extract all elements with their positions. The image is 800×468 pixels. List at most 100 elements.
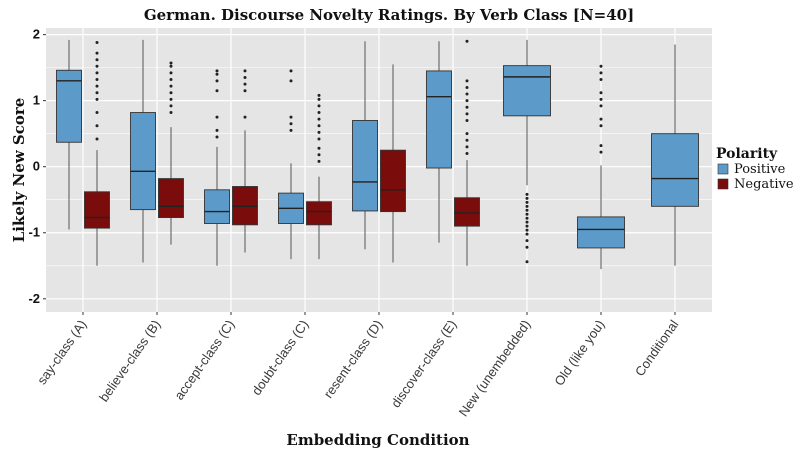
negative-box bbox=[454, 197, 480, 227]
negative-outlier-point bbox=[465, 151, 469, 155]
negative-outlier-point bbox=[243, 69, 247, 73]
positive-outlier-point bbox=[525, 196, 529, 200]
positive-outlier-point bbox=[599, 150, 603, 154]
legend-title: Polarity bbox=[716, 146, 778, 162]
negative-outlier-point bbox=[317, 117, 321, 121]
x-tick-label: New (unembedded) bbox=[456, 317, 534, 419]
negative-outlier-point bbox=[317, 130, 321, 134]
negative-outlier-point bbox=[169, 84, 173, 88]
positive-outlier-point bbox=[599, 91, 603, 95]
positive-box bbox=[130, 112, 156, 211]
negative-outlier-point bbox=[465, 112, 469, 116]
box-series bbox=[56, 39, 699, 270]
positive-outlier-point bbox=[289, 79, 293, 83]
negative-outlier-point bbox=[465, 105, 469, 109]
negative-outlier-point bbox=[465, 99, 469, 103]
x-tick-label: Conditional bbox=[632, 317, 682, 379]
negative-outlier-point bbox=[169, 71, 173, 75]
negative-outlier-point bbox=[317, 153, 321, 157]
positive-outlier-point bbox=[599, 144, 603, 148]
positive-outlier-point bbox=[525, 216, 529, 220]
x-tick-label: say-class (A) bbox=[34, 317, 89, 387]
negative-outlier-point bbox=[317, 124, 321, 128]
negative-outlier-point bbox=[95, 41, 99, 45]
negative-outlier-point bbox=[465, 85, 469, 89]
positive-outlier-point bbox=[599, 124, 603, 128]
negative-outlier-point bbox=[465, 138, 469, 142]
negative-outlier-point bbox=[465, 39, 469, 43]
negative-outlier-point bbox=[243, 76, 247, 80]
negative-outlier-point bbox=[95, 64, 99, 68]
positive-outlier-point bbox=[525, 204, 529, 208]
positive-outlier-point bbox=[599, 71, 603, 75]
positive-outlier-point bbox=[599, 104, 603, 108]
x-tick-label: discover-class (E) bbox=[388, 317, 460, 410]
positive-outlier-point bbox=[289, 115, 293, 119]
positive-outlier-point bbox=[215, 89, 219, 93]
y-tick-label: 1 bbox=[33, 93, 40, 108]
positive-outlier-point bbox=[525, 208, 529, 212]
x-tick-label: Old (like you) bbox=[551, 317, 607, 388]
negative-outlier-point bbox=[169, 61, 173, 65]
positive-outlier-point bbox=[525, 212, 529, 216]
negative-outlier-point bbox=[95, 111, 99, 115]
negative-outlier-point bbox=[169, 97, 173, 101]
positive-box bbox=[651, 133, 699, 207]
negative-outlier-point bbox=[317, 159, 321, 163]
y-tick-label: 2 bbox=[33, 27, 40, 42]
negative-outlier-point bbox=[95, 84, 99, 88]
legend-swatch-positive bbox=[717, 163, 729, 175]
negative-outlier-point bbox=[317, 137, 321, 141]
negative-outlier-point bbox=[169, 91, 173, 95]
legend-label-negative: Negative bbox=[734, 177, 794, 192]
x-tick-label: believe-class (B) bbox=[96, 317, 163, 404]
negative-outlier-point bbox=[95, 78, 99, 82]
positive-box bbox=[204, 189, 230, 224]
negative-outlier-point bbox=[169, 104, 173, 108]
negative-outlier-point bbox=[95, 91, 99, 95]
negative-outlier-point bbox=[465, 118, 469, 122]
positive-outlier-point bbox=[215, 115, 219, 119]
positive-outlier-point bbox=[599, 97, 603, 101]
negative-outlier-point bbox=[317, 111, 321, 115]
positive-outlier-point bbox=[525, 200, 529, 204]
y-axis-title: Likely New Score bbox=[10, 98, 28, 243]
positive-outlier-point bbox=[289, 69, 293, 73]
positive-outlier-point bbox=[215, 135, 219, 139]
positive-box bbox=[352, 120, 378, 212]
positive-outlier-point bbox=[599, 64, 603, 68]
positive-box bbox=[426, 70, 452, 169]
negative-outlier-point bbox=[317, 97, 321, 101]
chart-title: German. Discourse Novelty Ratings. By Ve… bbox=[144, 6, 634, 24]
negative-outlier-point bbox=[317, 93, 321, 97]
legend-swatch-negative bbox=[717, 178, 729, 190]
negative-box bbox=[306, 201, 332, 226]
positive-outlier-point bbox=[215, 128, 219, 132]
x-tick-label: doubt-class (C) bbox=[249, 317, 312, 398]
negative-outlier-point bbox=[95, 71, 99, 75]
y-tick-label: 0 bbox=[33, 159, 40, 174]
negative-outlier-point bbox=[465, 92, 469, 96]
positive-outlier-point bbox=[525, 260, 529, 264]
negative-outlier-point bbox=[243, 115, 247, 119]
negative-outlier-point bbox=[95, 137, 99, 141]
y-axis-ticks: -2 -1 0 1 2 bbox=[28, 27, 46, 306]
positive-outlier-point bbox=[525, 220, 529, 224]
legend-label-positive: Positive bbox=[734, 162, 786, 177]
positive-outlier-point bbox=[525, 245, 529, 249]
negative-box bbox=[380, 149, 406, 213]
negative-outlier-point bbox=[95, 58, 99, 62]
negative-outlier-point bbox=[465, 145, 469, 149]
positive-outlier-point bbox=[215, 72, 219, 76]
negative-outlier-point bbox=[169, 78, 173, 82]
positive-box bbox=[503, 65, 551, 117]
negative-outlier-point bbox=[95, 124, 99, 128]
negative-outlier-point bbox=[169, 64, 173, 68]
x-tick-label: accept-class (C) bbox=[171, 317, 237, 403]
positive-box bbox=[56, 69, 82, 143]
negative-outlier-point bbox=[317, 146, 321, 150]
negative-outlier-point bbox=[243, 82, 247, 86]
positive-outlier-point bbox=[599, 78, 603, 82]
